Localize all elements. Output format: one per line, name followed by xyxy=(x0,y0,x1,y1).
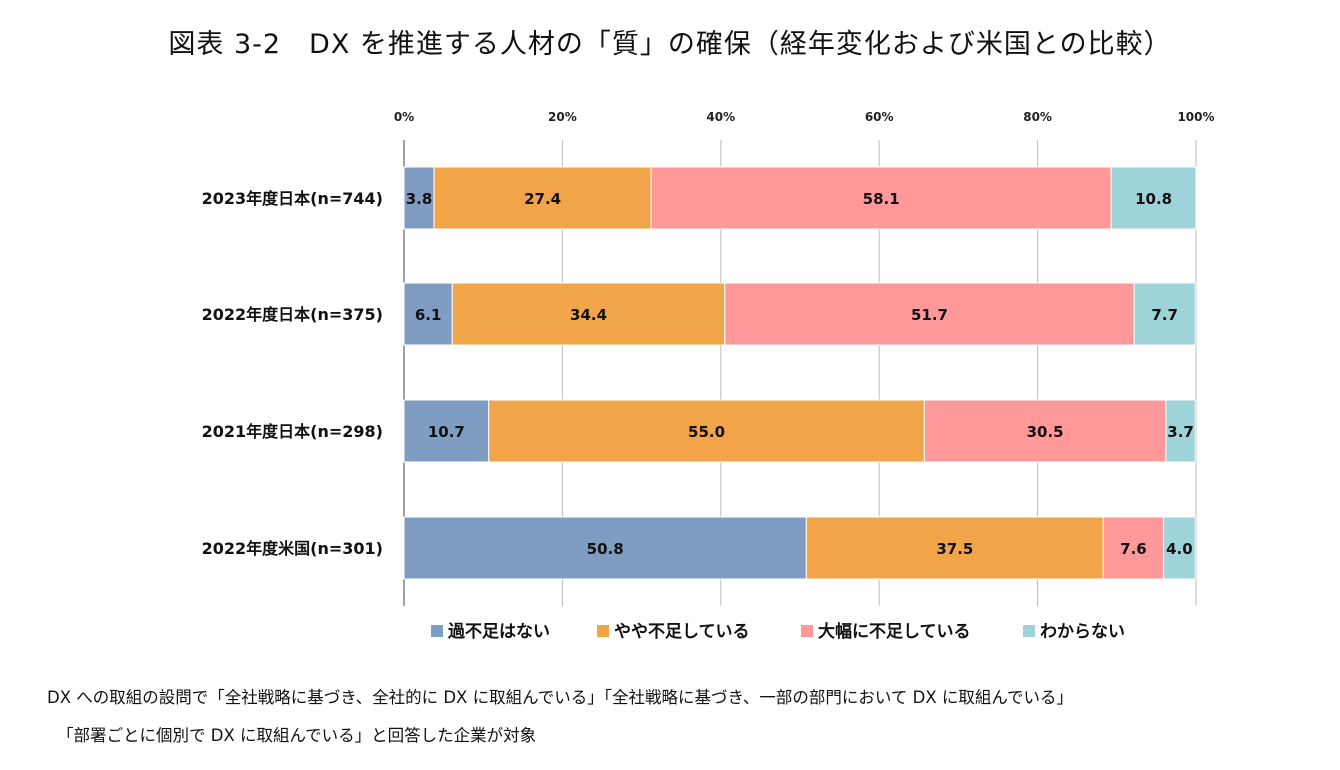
stacked-bar-chart: 0% 20% 40% 60% 80% 100% 3.8 27.4 58.1 10.8 6.1 34.… xyxy=(202,110,1215,642)
bar-segment-2-2 xyxy=(923,399,1167,463)
legend-swatch-1 xyxy=(597,625,609,637)
data-label-3-2: 7.6 xyxy=(1120,540,1147,558)
bar-segment-0-3 xyxy=(1110,166,1197,230)
category-label-2: 2021年度日本(n=298) xyxy=(202,422,383,441)
bar-segment-1-3 xyxy=(1133,282,1196,346)
bar-segment-3-1 xyxy=(805,516,1104,580)
chart-title: 図表 3-2 DX を推進する人材の「質」の確保（経年変化および米国との比較） xyxy=(168,29,1172,60)
x-tick-label-5: 100% xyxy=(1177,110,1214,124)
bar-segment-3-0 xyxy=(403,516,807,580)
data-label-0-1: 27.4 xyxy=(524,190,561,208)
category-labels: 2023年度日本(n=744) 2022年度日本(n=375) 2021年度日本(n… xyxy=(202,189,383,558)
x-tick-label-1: 20% xyxy=(548,110,577,124)
bar-segment-2-1 xyxy=(488,399,925,463)
category-label-0: 2023年度日本(n=744) xyxy=(202,189,383,208)
data-label-1-3: 7.7 xyxy=(1151,306,1178,324)
legend-swatch-2 xyxy=(801,625,813,637)
x-tick-label-0: 0% xyxy=(394,110,414,124)
data-label-0-3: 10.8 xyxy=(1135,190,1172,208)
bar-segment-1-1 xyxy=(451,282,726,346)
legend-label-1: やや不足している xyxy=(614,622,750,642)
x-tick-label-2: 40% xyxy=(706,110,735,124)
legend-swatch-3 xyxy=(1023,625,1035,637)
bar-segment-3-2 xyxy=(1102,516,1165,580)
bar-segment-1-2 xyxy=(724,282,1135,346)
footnote-line-2: 「部署ごとに個別で DX に取組んでいる」と回答した企業が対象 xyxy=(57,726,537,745)
category-label-3: 2022年度米国(n=301) xyxy=(202,539,383,558)
x-tick-label-4: 80% xyxy=(1023,110,1052,124)
bar-segment-0-2 xyxy=(650,166,1112,230)
bar-segment-1-0 xyxy=(403,282,453,346)
data-label-2-2: 30.5 xyxy=(1027,423,1064,441)
data-label-1-0: 6.1 xyxy=(415,306,442,324)
legend-label-2: 大幅に不足している xyxy=(818,621,971,642)
footnote-line-1: DX への取組の設問で「全社戦略に基づき、全社的に DX に取組んでいる」「全社… xyxy=(47,688,1074,707)
legend-swatch-0 xyxy=(431,625,443,637)
legend-label-3: わからない xyxy=(1040,622,1125,642)
bars: 3.8 27.4 58.1 10.8 6.1 34.4 51.7 7.7 10.7 55.0 30.… xyxy=(403,166,1197,580)
data-label-3-0: 50.8 xyxy=(587,540,624,558)
data-label-2-1: 55.0 xyxy=(688,423,725,441)
bar-segment-3-3 xyxy=(1163,516,1196,580)
data-label-0-0: 3.8 xyxy=(406,190,433,208)
x-axis-ticks: 0% 20% 40% 60% 80% 100% xyxy=(394,110,1215,124)
data-label-3-1: 37.5 xyxy=(936,540,973,558)
data-label-0-2: 58.1 xyxy=(863,190,900,208)
bar-segment-2-3 xyxy=(1165,399,1196,463)
data-label-3-3: 4.0 xyxy=(1166,540,1193,558)
data-label-1-2: 51.7 xyxy=(911,306,948,324)
data-label-1-1: 34.4 xyxy=(570,306,607,324)
category-label-1: 2022年度日本(n=375) xyxy=(202,305,383,324)
legend-label-0: 過不足はない xyxy=(448,622,550,642)
data-label-2-3: 3.7 xyxy=(1167,423,1194,441)
legend: 過不足はない やや不足している 大幅に不足している わからない xyxy=(431,621,1125,642)
data-label-2-0: 10.7 xyxy=(428,423,465,441)
bar-segment-2-0 xyxy=(403,399,490,463)
bar-segment-0-1 xyxy=(433,166,652,230)
x-tick-label-3: 60% xyxy=(865,110,894,124)
